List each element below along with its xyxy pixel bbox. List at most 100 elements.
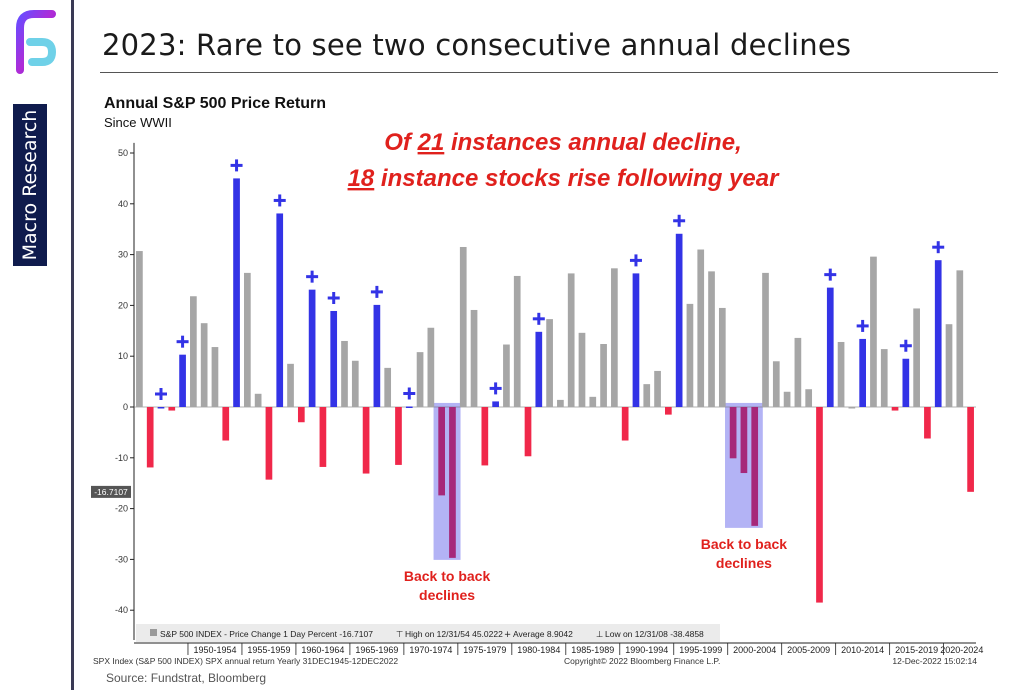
rebound-plus-icon [154, 388, 167, 400]
rebound-plus-icon [824, 268, 837, 281]
bar-1995 [675, 233, 683, 407]
legend-high-label: High on 12/31/54 45.0222 [405, 629, 503, 639]
back-to-back-label-line: Back to back [404, 568, 491, 584]
bar-1954 [233, 178, 240, 407]
source-note: Source: Fundstrat, Bloomberg [106, 671, 267, 685]
legend-swatch [150, 629, 157, 636]
bar-1986 [578, 332, 586, 407]
bar-1991 [632, 273, 640, 407]
rebound-plus-icon [370, 285, 383, 298]
footer-left: SPX Index (S&P 500 INDEX) SPX annual ret… [93, 656, 398, 666]
bar-1953 [222, 407, 230, 441]
bar-1987 [589, 396, 597, 407]
bar-1980 [513, 275, 521, 407]
bar-1993 [654, 370, 661, 407]
annotation-line-1: Of 21 instances annual decline, [384, 129, 741, 156]
bar-2014 [880, 349, 888, 407]
footer-timestamp: 12-Dec-2022 15:02:14 [892, 656, 977, 666]
bar-1963 [330, 310, 338, 407]
rebound-plus-icon [673, 214, 686, 227]
x-group-label: 1970-1974 [409, 645, 452, 655]
sidebar-divider [71, 0, 74, 690]
sidebar: Macro Research [0, 0, 74, 690]
rebound-plus-icon [489, 382, 502, 395]
legend-bar: S&P 500 INDEX - Price Change 1 Day Perce… [136, 624, 720, 642]
y-tick-label: 10 [118, 351, 128, 361]
rebound-plus-icon [532, 312, 545, 325]
bar-2013 [870, 256, 877, 407]
fundstrat-logo-icon [16, 10, 57, 74]
rebound-plus-icon [306, 270, 319, 283]
bar-1958 [276, 213, 284, 407]
bar-1983 [546, 319, 553, 407]
rebound-plus-icon [327, 291, 340, 304]
bar-2009 [826, 287, 834, 407]
bar-1955 [243, 272, 251, 407]
bar-2021 [956, 270, 964, 407]
back-to-back-label-line: declines [716, 555, 772, 571]
bar-2000 [729, 407, 737, 459]
legend-low-marker: ⊥ [596, 630, 603, 640]
bar-2003 [762, 272, 769, 407]
bar-1962 [319, 407, 327, 467]
bar-1949 [179, 354, 186, 407]
bar-1999 [718, 307, 726, 407]
x-group-label: 1985-1989 [571, 645, 614, 655]
bar-1945 [136, 251, 143, 407]
bar-1978 [492, 401, 499, 407]
y-tick-label: 50 [118, 148, 128, 158]
y-tick-label: -30 [115, 554, 128, 564]
bar-1975 [459, 246, 467, 407]
rebound-plus-icon [629, 254, 642, 267]
x-group-label: 1995-1999 [679, 645, 722, 655]
bar-1998 [708, 271, 715, 407]
bar-1976 [470, 309, 478, 407]
bar-2007 [805, 389, 813, 407]
bar-1964 [341, 340, 348, 407]
bar-1989 [611, 268, 618, 407]
bar-1952 [211, 347, 219, 407]
bar-2001 [740, 407, 748, 474]
bar-1957 [265, 407, 273, 480]
page-title: 2023: Rare to see two consecutive annual… [102, 28, 852, 62]
legend-high-marker: ⊤ [396, 630, 403, 640]
back-to-back-label: Back to back declines [404, 568, 491, 603]
back-to-back-label: Back to back declines [701, 536, 788, 571]
bar-2008 [816, 407, 823, 603]
bar-1992 [643, 384, 651, 407]
bar-2019 [934, 260, 942, 407]
y-tick-label: 30 [118, 250, 128, 260]
bar-1972 [427, 327, 435, 407]
x-group-label: 1975-1979 [463, 645, 506, 655]
bar-1967 [373, 304, 381, 407]
last-value-tag: -16.7107 [91, 485, 131, 498]
bar-1965 [351, 360, 359, 407]
bar-2020 [945, 324, 953, 407]
y-tick-label: -40 [115, 605, 128, 615]
legend-series-label: S&P 500 INDEX - Price Change 1 Day Perce… [160, 629, 373, 639]
bar-1959 [287, 363, 294, 407]
bar-2018 [924, 407, 931, 439]
rebound-plus-icon [273, 194, 286, 207]
bar-2012 [859, 338, 867, 407]
highlight-labels: Back to back declines Back to back declines [404, 536, 787, 603]
bar-1968 [384, 367, 392, 407]
x-group-label: 2015-2019 [895, 645, 938, 655]
x-group-label: 2000-2004 [733, 645, 776, 655]
bar-2010 [837, 341, 845, 407]
rebound-plus-icon [403, 387, 416, 400]
chart-subtitle: Since WWII [104, 115, 172, 130]
bar-2002 [751, 407, 759, 526]
last-value-tag-label: -16.7107 [94, 487, 128, 497]
legend-low-label: Low on 12/31/08 -38.4858 [605, 629, 704, 639]
x-group-label: 1950-1954 [193, 645, 236, 655]
bar-2017 [913, 308, 920, 407]
annotation-line-1-pre: Of [384, 129, 417, 156]
rebound-plus-icon [856, 319, 869, 332]
bar-1970 [405, 406, 413, 408]
bar-1984 [557, 399, 564, 407]
bar-1969 [395, 407, 402, 465]
y-tick-label: -10 [115, 453, 128, 463]
bar-1988 [600, 344, 607, 407]
bar-1946 [146, 407, 154, 468]
